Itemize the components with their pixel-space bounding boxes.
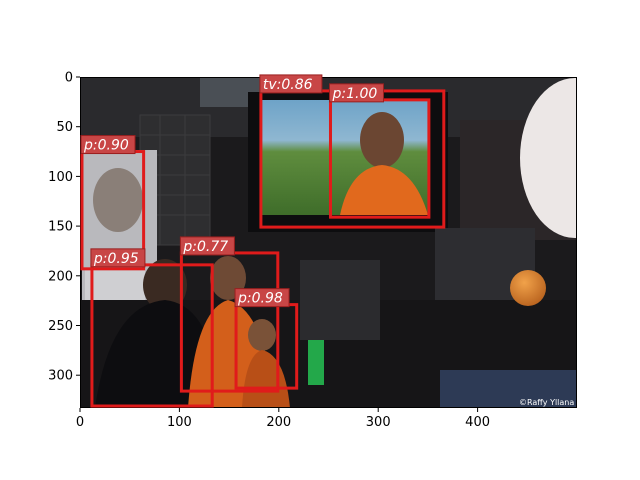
y-tick-label: 150 [48, 220, 73, 235]
detection-label: tv:0.86 [263, 77, 313, 93]
photo: ©Raffy Yllana [80, 77, 577, 408]
x-tick-label: 300 [366, 415, 391, 430]
detection-label-bg [90, 248, 146, 268]
detection-label-bg [80, 135, 136, 155]
photo-credit: ©Raffy Yllana [519, 398, 574, 407]
x-axis: 0 100 200 300 400 [76, 408, 490, 430]
detection-label: p:0.95 [93, 251, 139, 267]
y-axis: 0 50 100 150 200 250 300 [48, 71, 80, 384]
y-tick-label: 100 [48, 170, 73, 185]
detections-layer: tv:0.86 p:1.00 p:0.90 p:0.95 p:0.77 p:0.98 [80, 74, 446, 408]
detection-label: p:0.98 [237, 291, 283, 307]
x-tick-label: 0 [76, 415, 84, 430]
person-dark [143, 259, 187, 311]
balloon [510, 270, 546, 306]
child [248, 319, 276, 351]
x-tick-label: 100 [167, 415, 192, 430]
detection-label: p:1.00 [331, 86, 377, 102]
x-tick-label: 400 [465, 415, 490, 430]
detection-label-bg [179, 236, 235, 256]
detection-label: p:0.90 [83, 138, 129, 154]
detection-label-bg [234, 288, 290, 308]
x-tick-label: 200 [266, 415, 291, 430]
detection-label-bg [328, 83, 384, 103]
y-tick-label: 300 [48, 369, 73, 384]
woman-on-screen [360, 112, 404, 168]
detection-label-bg [259, 74, 323, 94]
detection-box [90, 263, 214, 408]
y-tick-label: 50 [56, 120, 73, 135]
hard-rock-sign [520, 78, 577, 238]
detection-label: p:0.77 [182, 239, 228, 255]
y-tick-label: 250 [48, 319, 73, 334]
y-tick-label: 200 [48, 269, 73, 284]
y-tick-label: 0 [65, 71, 73, 86]
